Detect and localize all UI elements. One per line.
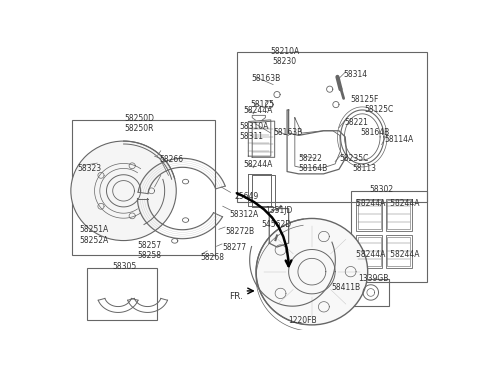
- Bar: [358, 237, 381, 266]
- Bar: [387, 237, 410, 266]
- Bar: [385, 236, 412, 268]
- Text: 58266: 58266: [159, 155, 183, 164]
- Text: 1351JD: 1351JD: [265, 206, 293, 215]
- Bar: [356, 198, 383, 231]
- Text: FR.: FR.: [229, 292, 243, 302]
- Text: 58305: 58305: [112, 262, 136, 272]
- Text: 58244A  58244A: 58244A 58244A: [356, 198, 420, 207]
- Text: 58125C: 58125C: [365, 105, 394, 114]
- Bar: [356, 236, 383, 268]
- Text: 58164B: 58164B: [360, 128, 390, 137]
- Bar: [72, 120, 215, 255]
- Text: 58302: 58302: [370, 186, 394, 194]
- Bar: [358, 200, 381, 229]
- Text: 58125F: 58125F: [350, 95, 379, 104]
- Text: 58125: 58125: [250, 100, 274, 109]
- Text: 58251A
58252A: 58251A 58252A: [79, 226, 108, 245]
- Text: 54562D: 54562D: [262, 220, 292, 229]
- Text: 58310A
58311: 58310A 58311: [240, 122, 269, 141]
- Text: 58250D
58250R: 58250D 58250R: [124, 114, 154, 133]
- Ellipse shape: [256, 219, 368, 325]
- Text: 58244A  58244A: 58244A 58244A: [356, 250, 420, 259]
- Bar: [387, 200, 410, 229]
- Text: 58314: 58314: [343, 70, 367, 79]
- Text: 58257
58258: 58257 58258: [137, 241, 162, 260]
- Bar: [385, 198, 412, 231]
- Bar: [353, 279, 389, 306]
- Text: 58235C: 58235C: [339, 154, 368, 163]
- Text: 58312A: 58312A: [229, 210, 258, 219]
- Text: 58113: 58113: [352, 164, 376, 173]
- Text: 58268: 58268: [200, 253, 224, 262]
- Bar: [237, 52, 427, 202]
- Bar: [87, 268, 157, 320]
- Text: 58323: 58323: [77, 164, 101, 173]
- Text: 58411B: 58411B: [331, 283, 360, 292]
- Text: 1339GB: 1339GB: [359, 274, 389, 283]
- Text: 58221: 58221: [345, 118, 368, 127]
- Text: 58222: 58222: [299, 154, 323, 163]
- Text: 58277: 58277: [222, 243, 246, 252]
- Text: 1220FB: 1220FB: [288, 316, 317, 325]
- Text: 58163B: 58163B: [252, 74, 281, 83]
- Text: 25649: 25649: [234, 192, 259, 201]
- Bar: [350, 191, 427, 282]
- Text: 58244A: 58244A: [244, 106, 273, 115]
- Text: 58164B: 58164B: [299, 164, 328, 173]
- Text: 58163B: 58163B: [273, 128, 302, 137]
- Text: 58244A: 58244A: [244, 160, 273, 169]
- Text: 58272B: 58272B: [225, 227, 254, 236]
- Text: 58114A: 58114A: [384, 135, 413, 144]
- Ellipse shape: [71, 141, 176, 240]
- Text: 58210A
58230: 58210A 58230: [270, 47, 300, 66]
